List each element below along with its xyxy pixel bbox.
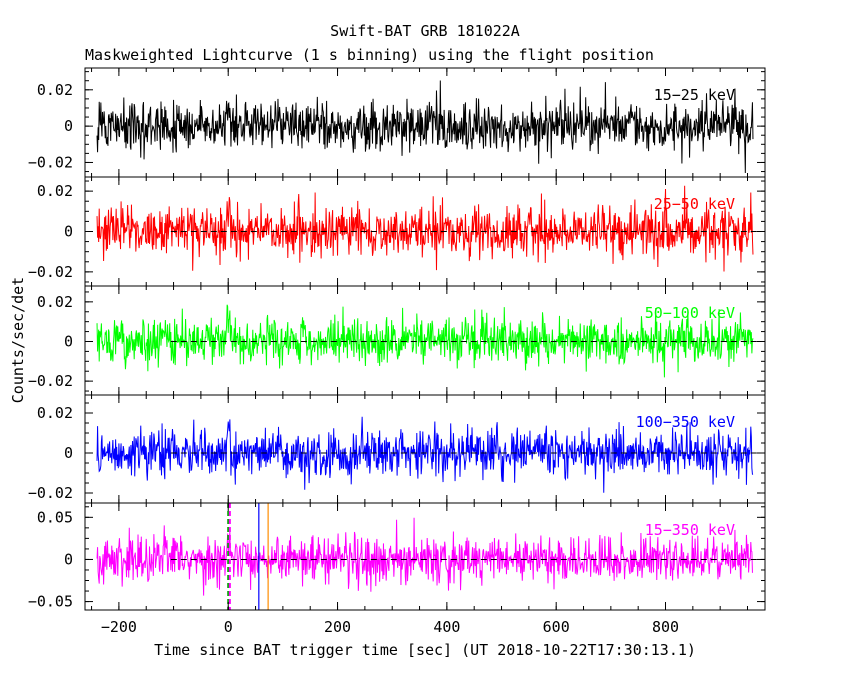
y-tick-label: 0 <box>64 332 73 350</box>
series-line-5 <box>96 517 754 596</box>
y-tick-label: −0.02 <box>28 484 73 502</box>
chart-title: Swift-BAT GRB 181022A <box>330 22 520 40</box>
series-line-2 <box>96 185 754 272</box>
x-tick-label: 400 <box>433 618 460 636</box>
band-label: 15−25 keV <box>654 86 735 104</box>
band-label: 15−350 keV <box>645 521 735 539</box>
y-tick-label: 0.02 <box>37 293 73 311</box>
series-line-3 <box>96 304 754 378</box>
chart-subtitle: Maskweighted Lightcurve (1 s binning) us… <box>85 46 654 64</box>
series-line-1 <box>96 80 754 174</box>
y-tick-label: 0 <box>64 444 73 462</box>
y-tick-label: 0.02 <box>37 81 73 99</box>
y-axis-label: Counts/sec/det <box>9 277 27 403</box>
x-tick-label: 600 <box>543 618 570 636</box>
panel-frame <box>84 502 766 611</box>
y-tick-label: 0 <box>64 550 73 568</box>
y-tick-label: 0 <box>64 223 73 241</box>
series-line-4 <box>96 416 754 493</box>
panel-1: −0.02 0 0.02 15−25 keV <box>28 67 766 178</box>
y-tick-label: −0.02 <box>28 372 73 390</box>
y-tick-label: 0.02 <box>37 182 73 200</box>
band-label: 50−100 keV <box>645 304 735 322</box>
x-axis-label: Time since BAT trigger time [sec] (UT 20… <box>154 641 696 659</box>
panel-5: −0.05 0 0.05 15−350 keV <box>28 502 766 611</box>
band-label: 100−350 keV <box>636 413 735 431</box>
x-tick-label: 0 <box>224 618 233 636</box>
y-tick-label: 0.05 <box>37 508 73 526</box>
panel-2: −0.02 0 0.02 25−50 keV <box>28 176 766 287</box>
y-tick-label: 0.02 <box>37 404 73 422</box>
y-tick-label: 0 <box>64 117 73 135</box>
x-tick-label: 200 <box>324 618 351 636</box>
panel-3: −0.02 0 0.02 50−100 keV <box>28 285 766 396</box>
y-tick-label: −0.02 <box>28 153 73 171</box>
band-label: 25−50 keV <box>654 195 735 213</box>
panel-4: −0.02 0 0.02 100−350 keV <box>28 394 766 504</box>
x-tick-label: −200 <box>101 618 137 636</box>
y-tick-label: −0.02 <box>28 263 73 281</box>
x-tick-label: 800 <box>652 618 679 636</box>
y-tick-label: −0.05 <box>28 593 73 611</box>
